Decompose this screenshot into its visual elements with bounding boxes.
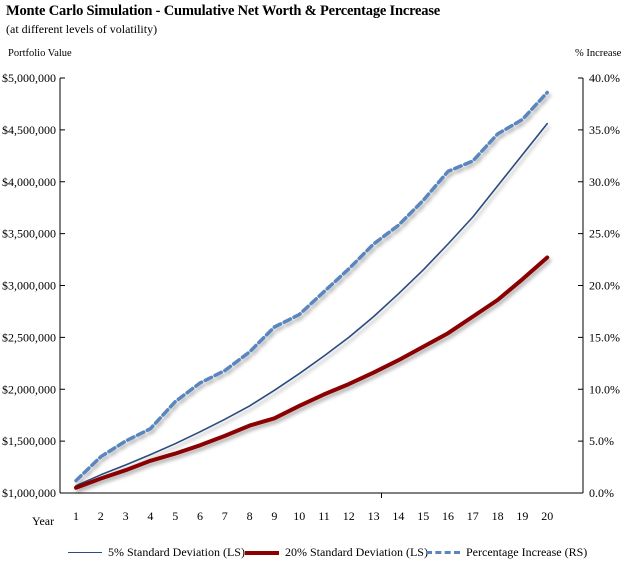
y-tick-label: $5,000,000 [2, 71, 56, 85]
y-tick-label: $4,500,000 [2, 123, 56, 137]
legend-label-20pct: 20% Standard Deviation (LS) [285, 545, 428, 559]
right-axis-title: % Increase [575, 48, 622, 59]
x-tick-label: 9 [271, 509, 277, 523]
y2-tick-label: 20.0% [589, 279, 620, 293]
left-axis-title: Portfolio Value [8, 48, 72, 59]
chart-legend: 5% Standard Deviation (LS) 20% Standard … [0, 541, 623, 565]
x-tick-label: 7 [222, 509, 228, 523]
x-tick-label: 16 [442, 509, 454, 523]
chart-subtitle: (at different levels of volatility) [6, 22, 158, 36]
x-tick-label: 19 [516, 509, 528, 523]
x-tick-label: 6 [197, 509, 203, 523]
y2-tick-label: 10.0% [589, 382, 620, 396]
y-tick-label: $2,000,000 [2, 382, 56, 396]
x-tick-label: 13 [368, 509, 380, 523]
x-axis-title: Year [32, 514, 54, 528]
x-tick-label: 12 [343, 509, 355, 523]
series-5pct-line [75, 122, 549, 487]
y2-tick-label: 40.0% [589, 71, 620, 85]
legend-item-20pct: 20% Standard Deviation (LS) [245, 545, 428, 560]
x-tick-label: 3 [123, 509, 129, 523]
y-tick-label: $3,000,000 [2, 279, 56, 293]
series-pct-increase-line [74, 90, 549, 483]
legend-item-pct-increase: Percentage Increase (RS) [426, 545, 587, 560]
x-tick-label: 10 [293, 509, 305, 523]
x-tick-label: 11 [318, 509, 330, 523]
x-tick-label: 8 [247, 509, 253, 523]
y-tick-label: $1,000,000 [2, 486, 56, 500]
legend-swatch-pct-increase [426, 551, 460, 554]
x-tick-label: 14 [392, 509, 404, 523]
y-tick-label: $1,500,000 [2, 434, 56, 448]
y2-tick-label: 0.0% [589, 486, 614, 500]
x-tick-label: 1 [73, 509, 79, 523]
x-tick-label: 5 [172, 509, 178, 523]
y2-tick-label: 30.0% [589, 175, 620, 189]
y2-tick-label: 5.0% [589, 434, 614, 448]
y-tick-label: $4,000,000 [2, 175, 56, 189]
x-tick-label: 18 [492, 509, 504, 523]
chart-title: Monte Carlo Simulation - Cumulative Net … [6, 3, 441, 19]
chart-plot: $1,000,000 $1,500,000 $2,000,000 $2,500,000… [2, 71, 620, 528]
x-tick-label: 17 [467, 509, 479, 523]
y-tick-label: $2,500,000 [2, 330, 56, 344]
legend-label-5pct: 5% Standard Deviation (LS) [108, 545, 245, 559]
y2-tick-label: 35.0% [589, 123, 620, 137]
x-tick-label: 4 [147, 509, 153, 523]
series-20pct-line [74, 255, 550, 490]
x-tick-label: 2 [98, 509, 104, 523]
legend-label-pct-increase: Percentage Increase (RS) [466, 545, 588, 559]
y2-tick-label: 25.0% [589, 227, 620, 241]
y2-tick-label: 15.0% [589, 330, 620, 344]
x-tick-label: 20 [541, 509, 553, 523]
x-tick-label: 15 [417, 509, 429, 523]
y-tick-label: $3,500,000 [2, 227, 56, 241]
legend-item-5pct: 5% Standard Deviation (LS) [68, 545, 245, 560]
legend-swatch-5pct [68, 552, 102, 553]
legend-swatch-20pct [245, 550, 279, 555]
